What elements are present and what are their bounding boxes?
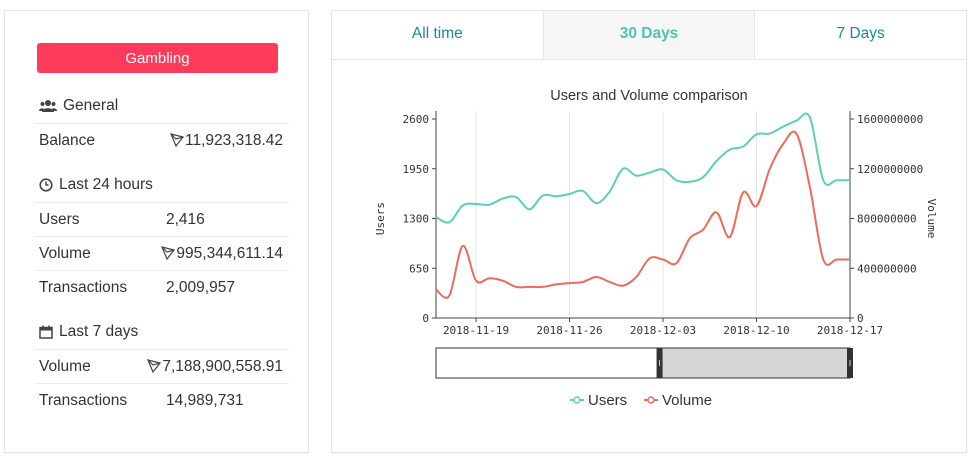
transactions-24h-value: 2,009,957 [166,279,235,296]
section-label: Last 7 days [59,323,139,340]
last24-section-title: Last 24 hours [39,176,153,194]
general-section-title: General [39,97,118,115]
y-left-tick-label: 650 [409,262,429,275]
range-slider[interactable] [435,347,853,379]
legend-swatch-marker [647,396,655,404]
x-tick-label: 2018-12-03 [630,324,696,337]
transactions-label: Transactions [39,392,128,409]
axes: 2018-11-19 2018-11-26 2018-12-03 2018-12-10… [374,111,938,337]
tab-all-time[interactable]: All time [411,25,463,42]
y-right-tick-label: 1200000000 [857,163,923,176]
users-value: 2,416 [166,211,205,228]
volume-label: Volume [39,358,91,375]
x-tick-label: 2018-12-17 [817,324,883,337]
y-right-tick-label: 400000000 [857,262,917,275]
volume-7d-row: Volume 7,188,900,558.91 [35,349,289,383]
volume-7d-value: 7,188,900,558.91 [147,358,283,376]
volume-24h-row: Volume 995,344,611.14 [35,236,289,270]
transactions-24h-row: Transactions 2,009,957 [35,270,289,304]
trx-icon [170,133,185,147]
trx-icon [147,359,162,373]
legend-label: Volume [662,392,712,409]
slider-selection [659,347,851,379]
balance-row: Balance 11,923,318.42 [35,123,289,157]
y-right-axis-label: Volume [925,199,938,239]
clock-icon [39,178,53,192]
x-tick-label: 2018-11-19 [443,324,509,337]
x-tick-label: 2018-11-26 [536,324,602,337]
volume-label: Volume [39,245,91,262]
users-volume-chart: Users and Volume comparison 2018-11-19 20… [374,88,938,409]
transactions-label: Transactions [39,279,128,296]
volume-24h-value: 995,344,611.14 [161,245,283,263]
users-icon [39,100,57,112]
chart-title: Users and Volume comparison [550,88,747,104]
legend-swatch-marker [573,396,581,404]
users-label: Users [39,211,80,228]
x-tick-label: 2018-12-10 [723,324,789,337]
trx-icon [161,246,176,260]
series-line-volume [435,130,850,299]
y-right-tick-label: 0 [857,312,864,325]
transactions-7d-value: 14,989,731 [166,392,244,409]
tab-7-days[interactable]: 7 Days [836,25,885,42]
balance-value: 11,923,318.42 [170,132,283,150]
last7-section-title: Last 7 days [39,323,138,341]
series-line-users [435,112,850,224]
calendar-icon [39,325,53,339]
legend: Users Volume [570,392,712,409]
y-left-axis-label: Users [374,202,387,235]
section-label: General [63,97,119,114]
stats-card: Gambling General Balance 11,923,318.42 L… [4,10,309,453]
transactions-7d-row: Transactions 14,989,731 [35,383,289,417]
y-left-tick-label: 0 [422,312,429,325]
y-left-tick-label: 1300 [403,213,430,226]
section-label: Last 24 hours [59,176,153,193]
time-range-tabs: All time 30 Days 7 Days [332,11,966,60]
legend-label: Users [588,392,627,409]
y-left-tick-label: 1950 [403,163,430,176]
chart-card: All time 30 Days 7 Days Users and Volume… [331,10,967,453]
y-left-tick-label: 2600 [403,113,430,126]
series-lines [435,112,850,299]
users-row: Users 2,416 [35,202,289,236]
balance-label: Balance [39,132,96,149]
legend-item-volume: Volume [644,392,712,409]
tab-30-days[interactable]: 30 Days [542,11,756,59]
y-right-tick-label: 800000000 [857,213,917,226]
category-button[interactable]: Gambling [37,43,278,73]
y-right-tick-label: 1600000000 [857,113,923,126]
legend-item-users: Users [570,392,627,409]
